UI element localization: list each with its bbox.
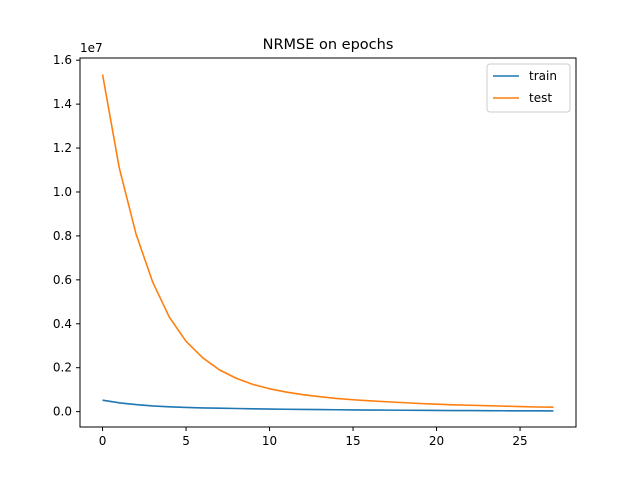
- x-tick-label: 15: [345, 434, 360, 448]
- x-tick-label: 0: [99, 434, 107, 448]
- series-line-train: [102, 399, 554, 412]
- y-tick-label: 0.8: [53, 229, 72, 243]
- x-tick-label: 10: [262, 434, 277, 448]
- y-tick-label: 0.2: [53, 361, 72, 375]
- y-tick-label: 1.0: [53, 185, 72, 199]
- series-line-test: [101, 74, 554, 409]
- x-tick-label: 20: [429, 434, 444, 448]
- legend-label-train: train: [529, 69, 557, 83]
- y-axis-multiplier: 1e7: [80, 41, 103, 55]
- y-tick-label: 0.6: [53, 273, 72, 287]
- y-tick-label: 1.6: [53, 53, 72, 67]
- plot-frame: [79, 57, 577, 428]
- y-tick-label: 1.4: [53, 97, 72, 111]
- y-tick-label: 0.0: [53, 405, 72, 419]
- y-tick-label: 1.2: [53, 141, 72, 155]
- x-tick-label: 25: [512, 434, 527, 448]
- legend-label-test: test: [529, 91, 552, 105]
- y-tick-label: 0.4: [53, 317, 72, 331]
- legend: train test: [486, 63, 571, 113]
- chart-title: NRMSE on epochs: [263, 37, 394, 53]
- x-tick-label: 5: [182, 434, 190, 448]
